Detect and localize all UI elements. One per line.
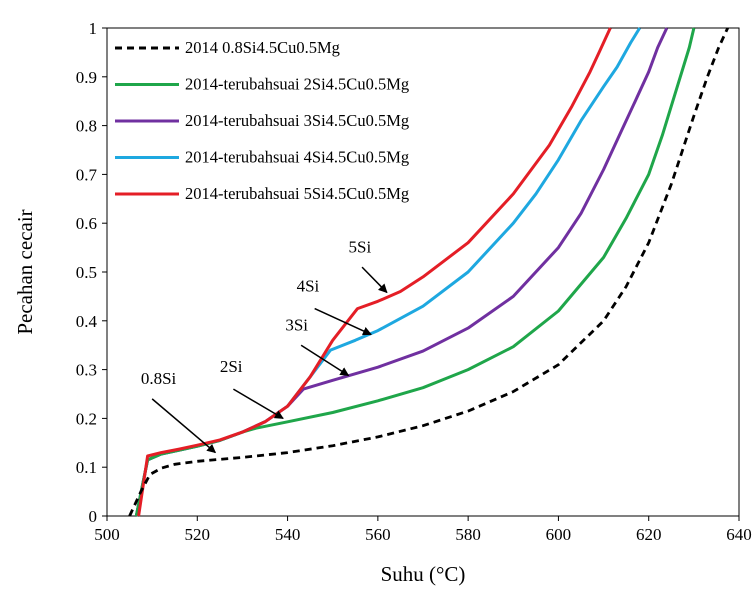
x-axis-ticks: 500 520 540 560 580 600 620 640	[94, 516, 752, 544]
x-tick-label: 580	[455, 525, 481, 544]
series-line-2	[134, 27, 696, 517]
legend-label: 2014 0.8Si4.5Cu0.5Mg	[185, 38, 340, 57]
x-axis-title: Suhu (°C)	[381, 562, 466, 586]
y-tick-label: 0.6	[76, 214, 97, 233]
y-axis-title: Pecahan cecair	[13, 209, 37, 334]
annotation-arrow	[233, 388, 284, 420]
annotation-arrow	[300, 344, 350, 377]
annotation-label: 2Si	[220, 357, 243, 376]
y-tick-label: 1	[89, 19, 98, 38]
y-tick-label: 0.5	[76, 263, 97, 282]
x-tick-label: 500	[94, 525, 120, 544]
x-tick-label: 520	[185, 525, 211, 544]
y-axis-ticks: 0 0.1 0.2 0.3 0.4 0.5 0.6 0.7 0.8 0.9 1	[76, 19, 107, 526]
x-tick-label: 600	[546, 525, 572, 544]
legend-label: 2014-terubahsuai 3Si4.5Cu0.5Mg	[185, 111, 409, 130]
y-tick-label: 0.3	[76, 361, 97, 380]
y-tick-label: 0.4	[76, 312, 98, 331]
y-tick-label: 0.7	[76, 165, 98, 184]
annotations: 0.8Si 2Si 3Si 4Si 5Si	[141, 237, 388, 454]
y-tick-label: 0.1	[76, 458, 97, 477]
y-tick-label: 0.9	[76, 68, 97, 87]
series-line-1	[128, 27, 729, 517]
series-line-5	[137, 27, 612, 517]
annotation-label: 4Si	[297, 277, 320, 296]
annotation-label: 5Si	[349, 237, 372, 256]
annotation-arrow	[151, 398, 217, 454]
annotation-label: 3Si	[285, 316, 308, 335]
annotation-label: 0.8Si	[141, 369, 177, 388]
y-tick-label: 0.2	[76, 409, 97, 428]
annotation-arrow	[361, 266, 388, 294]
x-tick-label: 640	[726, 525, 752, 544]
legend-label: 2014-terubahsuai 2Si4.5Cu0.5Mg	[185, 75, 409, 94]
annotation-arrow	[314, 307, 372, 336]
x-tick-label: 560	[365, 525, 391, 544]
x-tick-label: 620	[636, 525, 662, 544]
series-lines	[128, 27, 729, 517]
legend: 2014 0.8Si4.5Cu0.5Mg 2014-terubahsuai 2Si…	[115, 38, 409, 203]
legend-label: 2014-terubahsuai 5Si4.5Cu0.5Mg	[185, 184, 409, 203]
y-tick-label: 0	[89, 507, 98, 526]
x-tick-label: 540	[275, 525, 301, 544]
legend-label: 2014-terubahsuai 4Si4.5Cu0.5Mg	[185, 148, 409, 167]
y-tick-label: 0.8	[76, 117, 97, 136]
